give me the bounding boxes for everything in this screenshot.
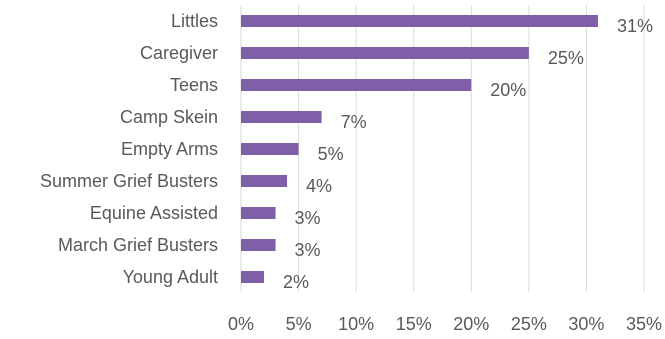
bar <box>241 239 276 251</box>
category-label: Camp Skein <box>120 107 218 127</box>
data-label: 3% <box>295 208 321 228</box>
x-tick-label: 15% <box>396 314 432 334</box>
x-tick-label: 10% <box>338 314 374 334</box>
category-label: Empty Arms <box>121 139 218 159</box>
bar <box>241 175 288 187</box>
category-label: Summer Grief Busters <box>40 171 218 191</box>
data-label: 4% <box>306 176 332 196</box>
x-tick-label: 5% <box>286 314 312 334</box>
data-label: 5% <box>318 144 344 164</box>
data-labels: 31% 25% 20% 7% 5% 4% 3% 3% 2% <box>283 16 653 292</box>
data-label: 20% <box>490 80 526 100</box>
data-label: 2% <box>283 272 309 292</box>
bar <box>241 271 265 283</box>
data-label: 25% <box>548 48 584 68</box>
bars <box>241 15 598 283</box>
category-labels: Littles Caregiver Teens Camp Skein Empty Arm… <box>40 11 218 287</box>
category-label: Caregiver <box>140 43 218 63</box>
x-tick-label: 20% <box>453 314 489 334</box>
x-tick-label: 30% <box>568 314 604 334</box>
x-tick-label: 35% <box>626 314 662 334</box>
category-label: March Grief Busters <box>58 235 218 255</box>
category-label: Teens <box>170 75 218 95</box>
x-tick-label: 0% <box>228 314 254 334</box>
bar <box>241 143 299 155</box>
x-axis-tick-labels: 0% 5% 10% 15% 20% 25% 30% 35% <box>228 314 662 334</box>
category-label: Equine Assisted <box>90 203 218 223</box>
category-label: Littles <box>171 11 218 31</box>
data-label: 7% <box>341 112 367 132</box>
data-label: 31% <box>617 16 653 36</box>
data-label: 3% <box>295 240 321 260</box>
bar <box>241 15 598 27</box>
bar <box>241 47 529 59</box>
bar <box>241 111 322 123</box>
bar <box>241 207 276 219</box>
x-tick-label: 25% <box>511 314 547 334</box>
bar <box>241 79 472 91</box>
category-label: Young Adult <box>123 267 218 287</box>
